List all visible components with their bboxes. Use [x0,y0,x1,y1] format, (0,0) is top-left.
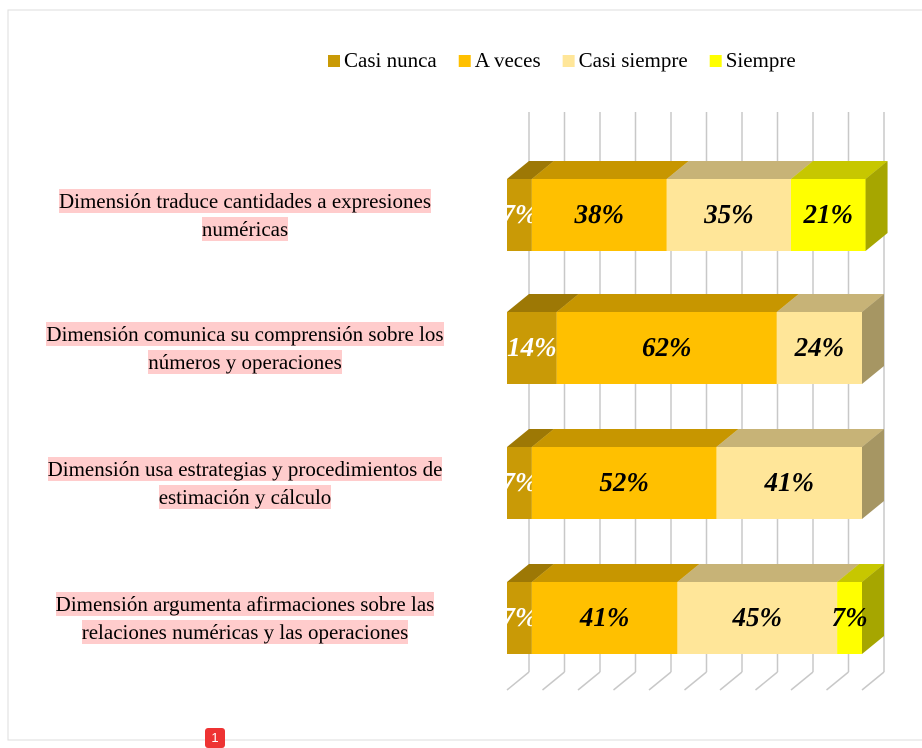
legend-swatch [709,55,722,67]
bar-top [507,161,554,179]
bar-top [776,294,884,312]
bar-top [531,564,700,582]
value-label: 38% [574,199,625,229]
bar [666,179,791,251]
legend-label: A veces [475,48,541,72]
bar [507,179,532,251]
bar-side [862,294,884,384]
bar [556,312,777,384]
category-text: Dimensión usa estrategias y procedimient… [47,457,443,509]
category-text: Dimensión argumenta afirmaciones sobre l… [55,592,435,644]
floor-line [790,671,814,691]
value-label: 62% [642,332,692,362]
floor-line [684,671,707,691]
bar-top [677,564,860,582]
bar [791,179,866,251]
bar-top [507,294,579,312]
bar [776,312,862,384]
floor-line [719,671,743,691]
legend-label: Siempre [726,48,796,72]
legend-swatch [562,55,575,67]
bar-top [791,161,888,179]
floor-line [542,671,565,691]
value-label: 21% [803,199,854,229]
bar-top [666,161,813,179]
category-label: Dimensión argumenta afirmaciones sobre l… [25,590,465,646]
bar-side [865,161,888,251]
bar [531,179,667,251]
bar-side [862,564,884,654]
bar-side [862,429,884,519]
floor-line [577,671,601,691]
value-label: 41% [579,602,630,632]
bar [507,447,532,519]
legend-label: Casi siempre [579,48,688,72]
value-label: 7% [501,467,537,497]
bar-top [716,429,884,447]
floor-line [506,671,530,691]
value-label: 45% [732,602,783,632]
value-label: 14% [507,332,557,362]
category-label: Dimensión traduce cantidades a expresion… [25,187,465,243]
category-label: Dimensión comunica su comprensión sobre … [25,320,465,376]
category-text: Dimensión comunica su comprensión sobre … [46,322,444,374]
bar-top [507,564,554,582]
bar-top [531,161,689,179]
bar-top [837,564,884,582]
value-label: 24% [794,332,845,362]
bar [507,312,557,384]
comment-badge[interactable]: 1 [205,728,225,748]
legend-label: Casi nunca [344,48,437,72]
category-label: Dimensión usa estrategias y procedimient… [25,455,465,511]
bar [716,447,862,519]
value-label: 52% [599,467,649,497]
bar-top [556,294,799,312]
bar [677,582,838,654]
bar [507,582,532,654]
value-label: 7% [501,199,537,229]
bar-top [507,429,554,447]
floor-line [648,671,672,691]
legend-swatch [328,55,340,67]
bar [531,447,717,519]
value-label: 41% [763,467,814,497]
floor-line [613,671,636,691]
chart-frame [7,9,922,741]
bar [837,582,862,654]
legend-swatch [458,55,471,67]
value-label: 35% [703,199,754,229]
floor-line [755,671,778,691]
value-label: 7% [832,602,868,632]
bar-top [531,429,739,447]
floor-line [826,671,849,691]
value-label: 7% [501,602,537,632]
floor-line [861,671,885,691]
bar [531,582,678,654]
category-text: Dimensión traduce cantidades a expresion… [58,189,432,241]
